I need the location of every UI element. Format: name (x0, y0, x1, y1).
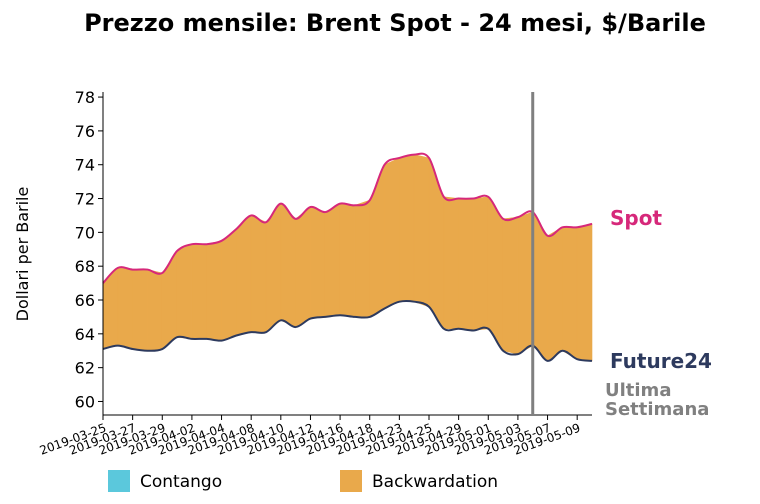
spread-area (221, 228, 237, 342)
chart-title: Prezzo mensile: Brent Spot - 24 mesi, $/… (84, 9, 706, 37)
y-tick-label: 78 (75, 88, 95, 107)
last-week-label: Ultima (605, 380, 671, 401)
spread-area (547, 226, 563, 362)
spread-area (384, 157, 400, 309)
spread-area (236, 214, 252, 336)
y-tick-label: 68 (75, 257, 95, 276)
spread-area (562, 226, 578, 360)
y-tick-label: 72 (75, 190, 95, 209)
y-tick-label: 74 (75, 156, 95, 175)
spread-area (487, 195, 504, 352)
spread-area (517, 211, 534, 355)
spread-area (265, 202, 282, 333)
y-tick-label: 66 (75, 291, 95, 310)
spread-area (280, 202, 296, 328)
spread-area (147, 269, 163, 352)
spread-area (428, 157, 445, 330)
spread-area (250, 214, 267, 333)
series-line (102, 299, 593, 362)
spread-area (458, 198, 474, 331)
spread-area (161, 249, 178, 350)
y-axis-label: Dollari per Barile (13, 187, 32, 322)
legend-label: Backwardation (372, 472, 498, 492)
y-tick-label: 76 (75, 122, 95, 141)
spread-area (413, 154, 430, 308)
spread-area (132, 269, 148, 352)
spread-area (324, 203, 341, 318)
spread-area (354, 199, 371, 318)
spread-area (399, 154, 415, 302)
spread-area (473, 196, 489, 331)
series-label: Future24 (610, 349, 712, 373)
series-label: Spot (610, 206, 662, 230)
spread-area (502, 216, 519, 355)
spread-area (295, 206, 311, 328)
y-tick-label: 60 (75, 392, 95, 411)
y-tick-label: 64 (75, 325, 95, 344)
spread-area (339, 203, 356, 318)
spread-area (206, 240, 222, 341)
legend-swatch (108, 470, 130, 492)
spread-area (369, 164, 385, 318)
spread-area (576, 223, 593, 362)
y-tick-label: 70 (75, 223, 95, 242)
y-tick-label: 62 (75, 359, 95, 378)
spread-area (117, 267, 133, 350)
series-line (102, 152, 593, 284)
legend-label: Contango (140, 472, 222, 492)
spread-area (176, 243, 193, 340)
spread-area (191, 243, 208, 340)
last-week-label: Settimana (605, 399, 709, 420)
legend-swatch (340, 470, 362, 492)
spread-area (443, 196, 459, 330)
spread-area (310, 206, 326, 319)
